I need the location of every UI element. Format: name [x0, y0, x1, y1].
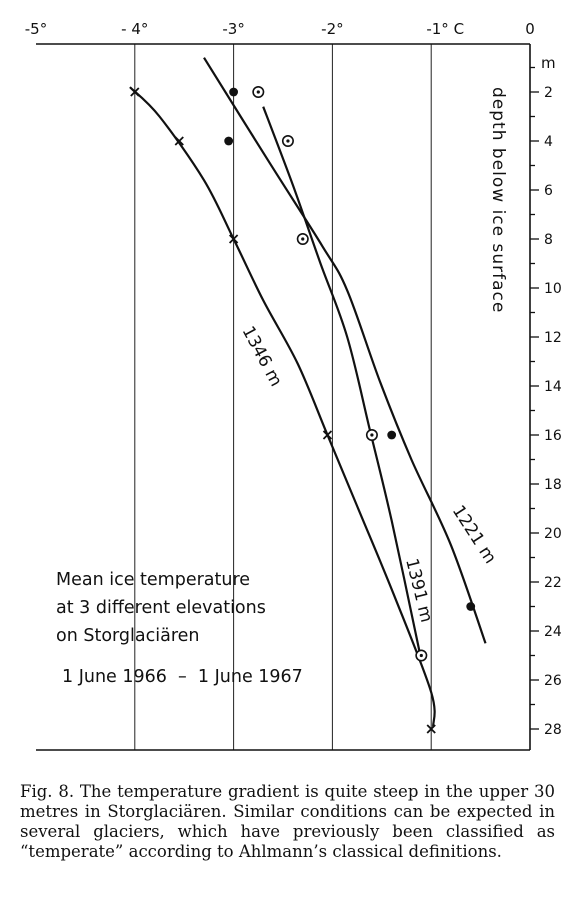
- x-tick-label: -5°: [25, 20, 47, 38]
- y-tick-label: 8: [544, 232, 553, 248]
- y-tick-label: 18: [544, 477, 562, 493]
- vertical-grid: [134, 44, 432, 750]
- x-tick-label: -1° C: [426, 20, 464, 38]
- series-curve: [129, 86, 436, 727]
- figure-caption: Fig. 8. The temperature gradient is quit…: [20, 782, 555, 861]
- y-axis-label: depth below ice surface: [488, 87, 508, 313]
- x-tick-label: -2°: [321, 20, 343, 38]
- data-point-circle: [296, 233, 309, 246]
- period-label: 1 June 1966 – 1 June 1967: [62, 667, 303, 687]
- title-line-1: Mean ice temperature: [56, 570, 250, 590]
- y-axis-unit: m: [541, 54, 556, 72]
- y-tick-label: 26: [544, 673, 562, 689]
- data-point-dot: [224, 136, 234, 146]
- series-curves: [129, 57, 487, 727]
- data-point-cross: [174, 136, 184, 146]
- data-point-dot: [387, 430, 397, 440]
- y-tick-label: 4: [544, 134, 553, 150]
- series-curve: [203, 57, 487, 644]
- x-tick-label: 0: [525, 20, 535, 38]
- data-point-cross: [228, 234, 239, 244]
- x-tick-label: - 4°: [121, 20, 148, 38]
- y-tick-label: 14: [544, 379, 562, 395]
- series-curve: [262, 106, 421, 651]
- data-point-dot: [466, 602, 476, 611]
- data-point-cross: [130, 87, 140, 97]
- data-point-cross: [426, 724, 436, 734]
- data-point-circle: [415, 649, 428, 662]
- y-tick-label: 6: [544, 183, 553, 199]
- data-point-dot: [229, 87, 239, 97]
- y-tick-label: 24: [544, 624, 562, 640]
- data-point-circle: [252, 86, 265, 99]
- y-tick-label: 28: [544, 722, 562, 738]
- data-point-cross: [322, 430, 333, 440]
- title-line-2: at 3 different elevations: [56, 598, 266, 618]
- y-tick-label: 12: [544, 330, 562, 346]
- series-label-1346: 1346 m: [238, 323, 286, 390]
- series-markers: [130, 86, 476, 734]
- y-tick-label: 22: [544, 575, 562, 591]
- x-tick-label: -3°: [222, 20, 244, 38]
- y-tick-label: 20: [544, 526, 562, 542]
- x-axis-ticks: -5° - 4° -3° -2° -1° C 0: [25, 20, 535, 38]
- title-line-3: on Storglaciären: [56, 626, 200, 646]
- y-tick-label: 16: [544, 428, 562, 444]
- data-point-circle: [281, 135, 294, 148]
- y-tick-label: 2: [544, 85, 553, 101]
- y-tick-label: 10: [544, 281, 562, 297]
- data-point-circle: [365, 428, 378, 441]
